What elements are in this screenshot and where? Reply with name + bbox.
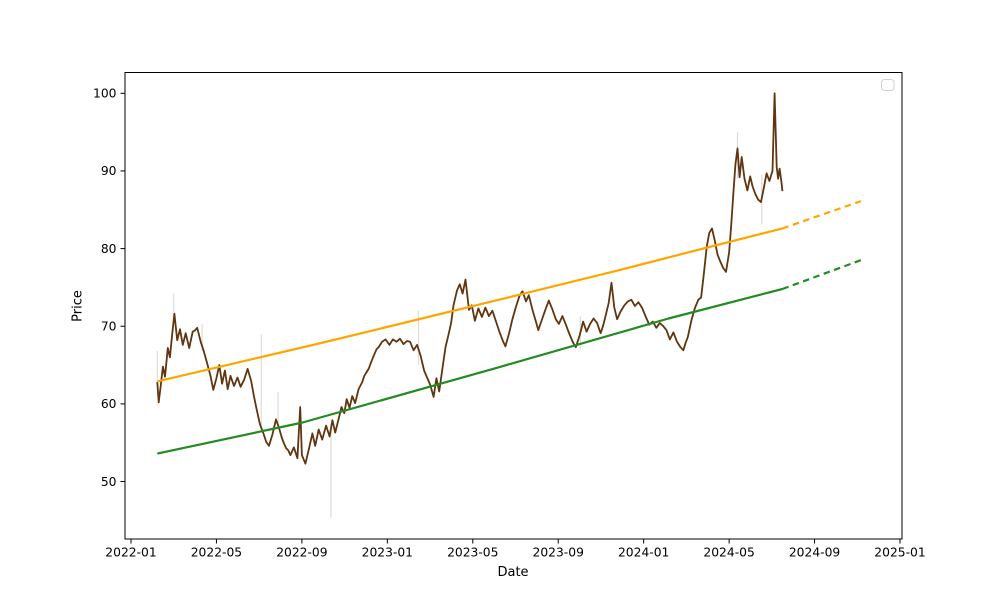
x-axis-tick-label: 2022-05 [191,546,242,560]
axes-spines [124,72,903,540]
lower-trend-line [157,287,783,455]
y-axis-tick-label: 70 [101,320,117,334]
x-axis-tick-label: 2022-09 [276,546,327,560]
y-axis-tick-label: 90 [101,164,117,178]
upper-trend-line [157,227,783,383]
upper-trend-forecast-line [782,200,862,230]
x-axis-tick-label: 2023-01 [362,546,413,560]
y-axis-tick-label: 80 [101,242,117,256]
x-axis-tick-label: 2024-05 [703,546,754,560]
lower-trend-forecast-line [782,259,862,291]
y-axis-tick-label: 50 [101,475,117,489]
x-axis-tick-label: 2023-09 [533,546,584,560]
x-axis-tick-label: 2024-09 [789,546,840,560]
x-axis-tick-label: 2025-01 [874,546,925,560]
x-axis-tick-label: 2023-05 [447,546,498,560]
y-axis-tick-label: 60 [101,397,117,411]
price-line [156,92,784,465]
plot-area [156,92,862,518]
legend-box [881,79,895,91]
x-axis-label: Date [497,565,529,580]
y-axis-tick-label: 100 [93,87,116,101]
x-axis-tick-label: 2022-01 [105,546,156,560]
y-axis-label: Price [70,290,86,322]
x-axis-tick-label: 2024-01 [618,546,669,560]
